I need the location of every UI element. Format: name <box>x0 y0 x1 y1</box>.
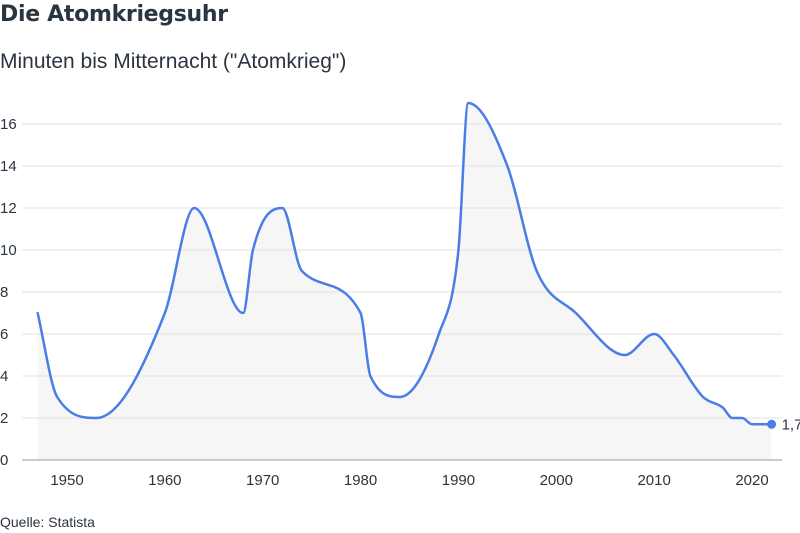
x-tick-label: 1980 <box>344 472 377 489</box>
y-tick-label: 16 <box>0 116 17 133</box>
end-point-label: 1,7 <box>782 416 800 433</box>
series-area <box>37 103 772 460</box>
source-note: Quelle: Statista <box>0 514 95 530</box>
x-tick-label: 1990 <box>442 472 475 489</box>
y-tick-label: 12 <box>0 200 17 217</box>
chart-subtitle: Minuten bis Mitternacht ("Atomkrieg") <box>0 50 347 73</box>
series-line <box>36 101 773 426</box>
chart-title: Die Atomkriegsuhr <box>0 2 228 27</box>
y-tick-label: 0 <box>0 452 8 469</box>
y-tick-label: 2 <box>0 410 8 427</box>
y-tick-label: 8 <box>0 284 8 301</box>
y-tick-label: 14 <box>0 158 17 175</box>
x-tick-label: 2020 <box>735 472 768 489</box>
x-tick-label: 1950 <box>50 472 83 489</box>
x-tick-label: 2010 <box>637 472 670 489</box>
line-chart: 0 2 4 6 8 10 12 14 16 1950 1960 1970 1980 1990 2000 201… <box>0 101 800 489</box>
y-tick-label: 4 <box>0 368 8 385</box>
x-tick-label: 1970 <box>246 472 279 489</box>
x-tick-label: 2000 <box>540 472 573 489</box>
y-tick-label: 6 <box>0 326 8 343</box>
y-tick-label: 10 <box>0 242 17 259</box>
x-tick-label: 1960 <box>148 472 181 489</box>
end-point-marker <box>767 419 777 429</box>
